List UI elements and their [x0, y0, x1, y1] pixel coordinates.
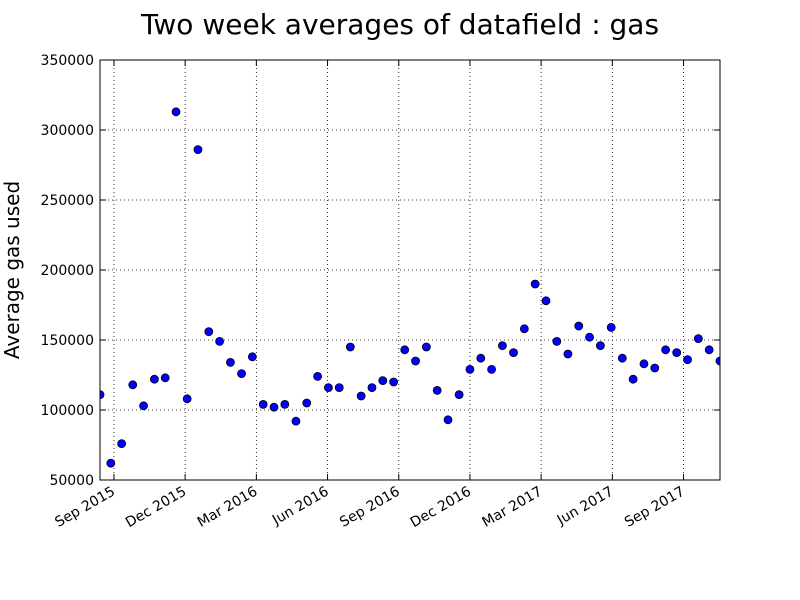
point — [204, 327, 214, 337]
point — [128, 380, 138, 390]
point — [258, 399, 268, 409]
point — [454, 390, 464, 400]
point — [139, 401, 148, 411]
points — [100, 107, 720, 468]
point — [171, 107, 181, 117]
point — [693, 334, 703, 344]
point — [574, 321, 584, 331]
point — [193, 145, 203, 155]
point — [182, 394, 192, 404]
point — [672, 348, 682, 358]
point — [530, 279, 540, 289]
point — [160, 373, 170, 383]
point — [585, 332, 594, 342]
point — [149, 374, 159, 384]
point — [639, 359, 649, 369]
point — [487, 364, 496, 374]
point — [237, 369, 246, 379]
point — [106, 458, 116, 468]
point — [498, 341, 507, 351]
y-tick-label: 350000 — [41, 53, 94, 69]
y-tick-label: 50000 — [49, 473, 94, 489]
y-tick-label: 100000 — [41, 403, 94, 419]
point — [291, 416, 301, 426]
point — [432, 385, 442, 395]
point — [411, 356, 420, 366]
point — [519, 324, 529, 334]
point — [606, 322, 616, 332]
point — [552, 336, 562, 346]
point — [465, 364, 475, 374]
point — [334, 383, 344, 393]
point — [617, 353, 627, 363]
point — [389, 377, 399, 387]
point — [421, 342, 431, 352]
point — [378, 376, 388, 386]
point — [100, 390, 105, 399]
point — [247, 352, 257, 362]
y-tick-label: 300000 — [41, 123, 94, 139]
point — [356, 391, 366, 401]
y-tick-label: 200000 — [41, 263, 94, 279]
point — [117, 439, 127, 449]
point — [704, 345, 714, 355]
point — [476, 353, 486, 363]
point — [509, 348, 518, 358]
point — [715, 356, 720, 366]
point — [563, 349, 573, 359]
point — [650, 363, 660, 373]
point — [367, 383, 377, 393]
point — [400, 345, 410, 355]
chart-title: Two week averages of datafield : gas — [140, 8, 659, 41]
point — [269, 402, 279, 412]
point — [443, 415, 453, 425]
point — [628, 374, 638, 384]
point — [541, 296, 551, 306]
point — [226, 357, 235, 367]
point — [324, 383, 333, 393]
point — [595, 341, 605, 351]
point — [345, 342, 355, 352]
y-tick-label: 250000 — [41, 193, 94, 209]
point — [683, 355, 692, 365]
y-axis-label: Average gas used — [0, 181, 24, 359]
point — [302, 398, 312, 408]
point — [280, 399, 290, 409]
point — [313, 371, 322, 381]
point — [215, 336, 225, 346]
point — [661, 345, 671, 355]
y-tick-label: 150000 — [41, 333, 94, 349]
